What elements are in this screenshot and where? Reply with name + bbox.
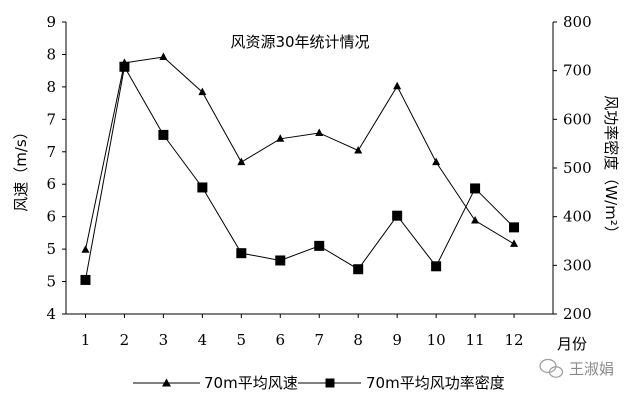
right-tick-label: 700 (563, 62, 592, 80)
data-point-square (431, 261, 442, 272)
left-axis-ticks: 4 5 5 6 6 7 7 8 8 9 (46, 13, 66, 323)
legend-label-power-density: 70m平均风功率密度 (366, 374, 505, 392)
right-tick-label: 200 (563, 305, 592, 323)
legend-label-wind-speed: 70m平均风速 (204, 374, 298, 392)
series-line (84, 65, 515, 281)
series-wind-speed (81, 52, 519, 253)
right-tick-label: 400 (563, 208, 592, 226)
data-point-square (119, 61, 130, 72)
data-point-triangle (393, 81, 402, 90)
right-tick-label: 300 (563, 256, 592, 274)
wechat-icon (539, 358, 564, 378)
data-point-square (392, 210, 403, 221)
data-point-triangle (432, 157, 441, 166)
data-point-triangle (471, 216, 480, 224)
x-axis-ticks: 1 2 3 4 5 6 7 8 9 10 11 12 (81, 314, 524, 349)
right-tick-label: 600 (563, 110, 592, 128)
x-tick-label: 10 (427, 331, 446, 349)
x-tick-label: 6 (276, 331, 286, 349)
y2-axis-label: 风功率密度（W/m²） (602, 95, 620, 241)
left-tick-label: 5 (46, 273, 56, 291)
plot-frame (65, 22, 554, 315)
data-point-square (80, 274, 91, 285)
series-layer (80, 52, 520, 285)
x-axis-label: 月份 (557, 335, 587, 353)
series-power-density (80, 61, 520, 285)
legend: 70m平均风速 70m平均风功率密度 (133, 374, 505, 392)
right-tick-label: 500 (563, 159, 592, 177)
data-point-square (158, 129, 169, 140)
left-tick-label: 8 (46, 78, 56, 96)
x-tick-label: 8 (353, 331, 363, 349)
watermark-text: 王淑娟 (569, 360, 614, 378)
right-axis-ticks: 200 300 400 500 600 700 800 (553, 13, 592, 323)
data-point-triangle (315, 128, 324, 136)
data-point-triangle (81, 245, 90, 253)
data-point-square (470, 183, 481, 194)
x-tick-label: 3 (159, 331, 169, 349)
x-tick-label: 12 (504, 331, 523, 349)
x-tick-label: 1 (81, 331, 91, 349)
x-tick-label: 11 (466, 331, 485, 349)
left-tick-label: 7 (46, 143, 56, 161)
left-tick-label: 8 (46, 45, 56, 63)
data-point-triangle (198, 87, 207, 96)
data-point-square (275, 255, 286, 266)
x-tick-label: 7 (314, 331, 324, 349)
left-tick-label: 9 (46, 13, 56, 31)
left-tick-label: 7 (46, 110, 56, 128)
data-point-triangle (276, 134, 285, 142)
data-point-triangle (159, 52, 168, 61)
data-point-triangle (237, 157, 246, 166)
data-point-square (236, 248, 247, 259)
data-point-square (509, 222, 520, 233)
legend-square-marker (325, 378, 335, 388)
series-line (84, 56, 515, 250)
left-tick-label: 6 (46, 208, 56, 226)
x-tick-label: 4 (198, 331, 208, 349)
left-tick-label: 6 (46, 175, 56, 193)
chart-title: 风资源30年统计情况 (230, 33, 369, 51)
legend-triangle-marker (162, 378, 171, 387)
data-point-square (314, 240, 325, 251)
x-tick-label: 5 (237, 331, 247, 349)
data-point-square (353, 264, 364, 275)
left-tick-label: 5 (46, 240, 56, 258)
left-tick-label: 4 (46, 305, 56, 323)
x-tick-label: 2 (120, 331, 130, 349)
y-axis-label: 风速（m/s） (12, 124, 30, 211)
watermark: 王淑娟 (539, 358, 614, 378)
right-tick-label: 800 (563, 13, 592, 31)
data-point-triangle (354, 145, 363, 154)
data-point-square (197, 182, 208, 193)
data-point-triangle (510, 239, 519, 247)
x-tick-label: 9 (392, 331, 402, 349)
